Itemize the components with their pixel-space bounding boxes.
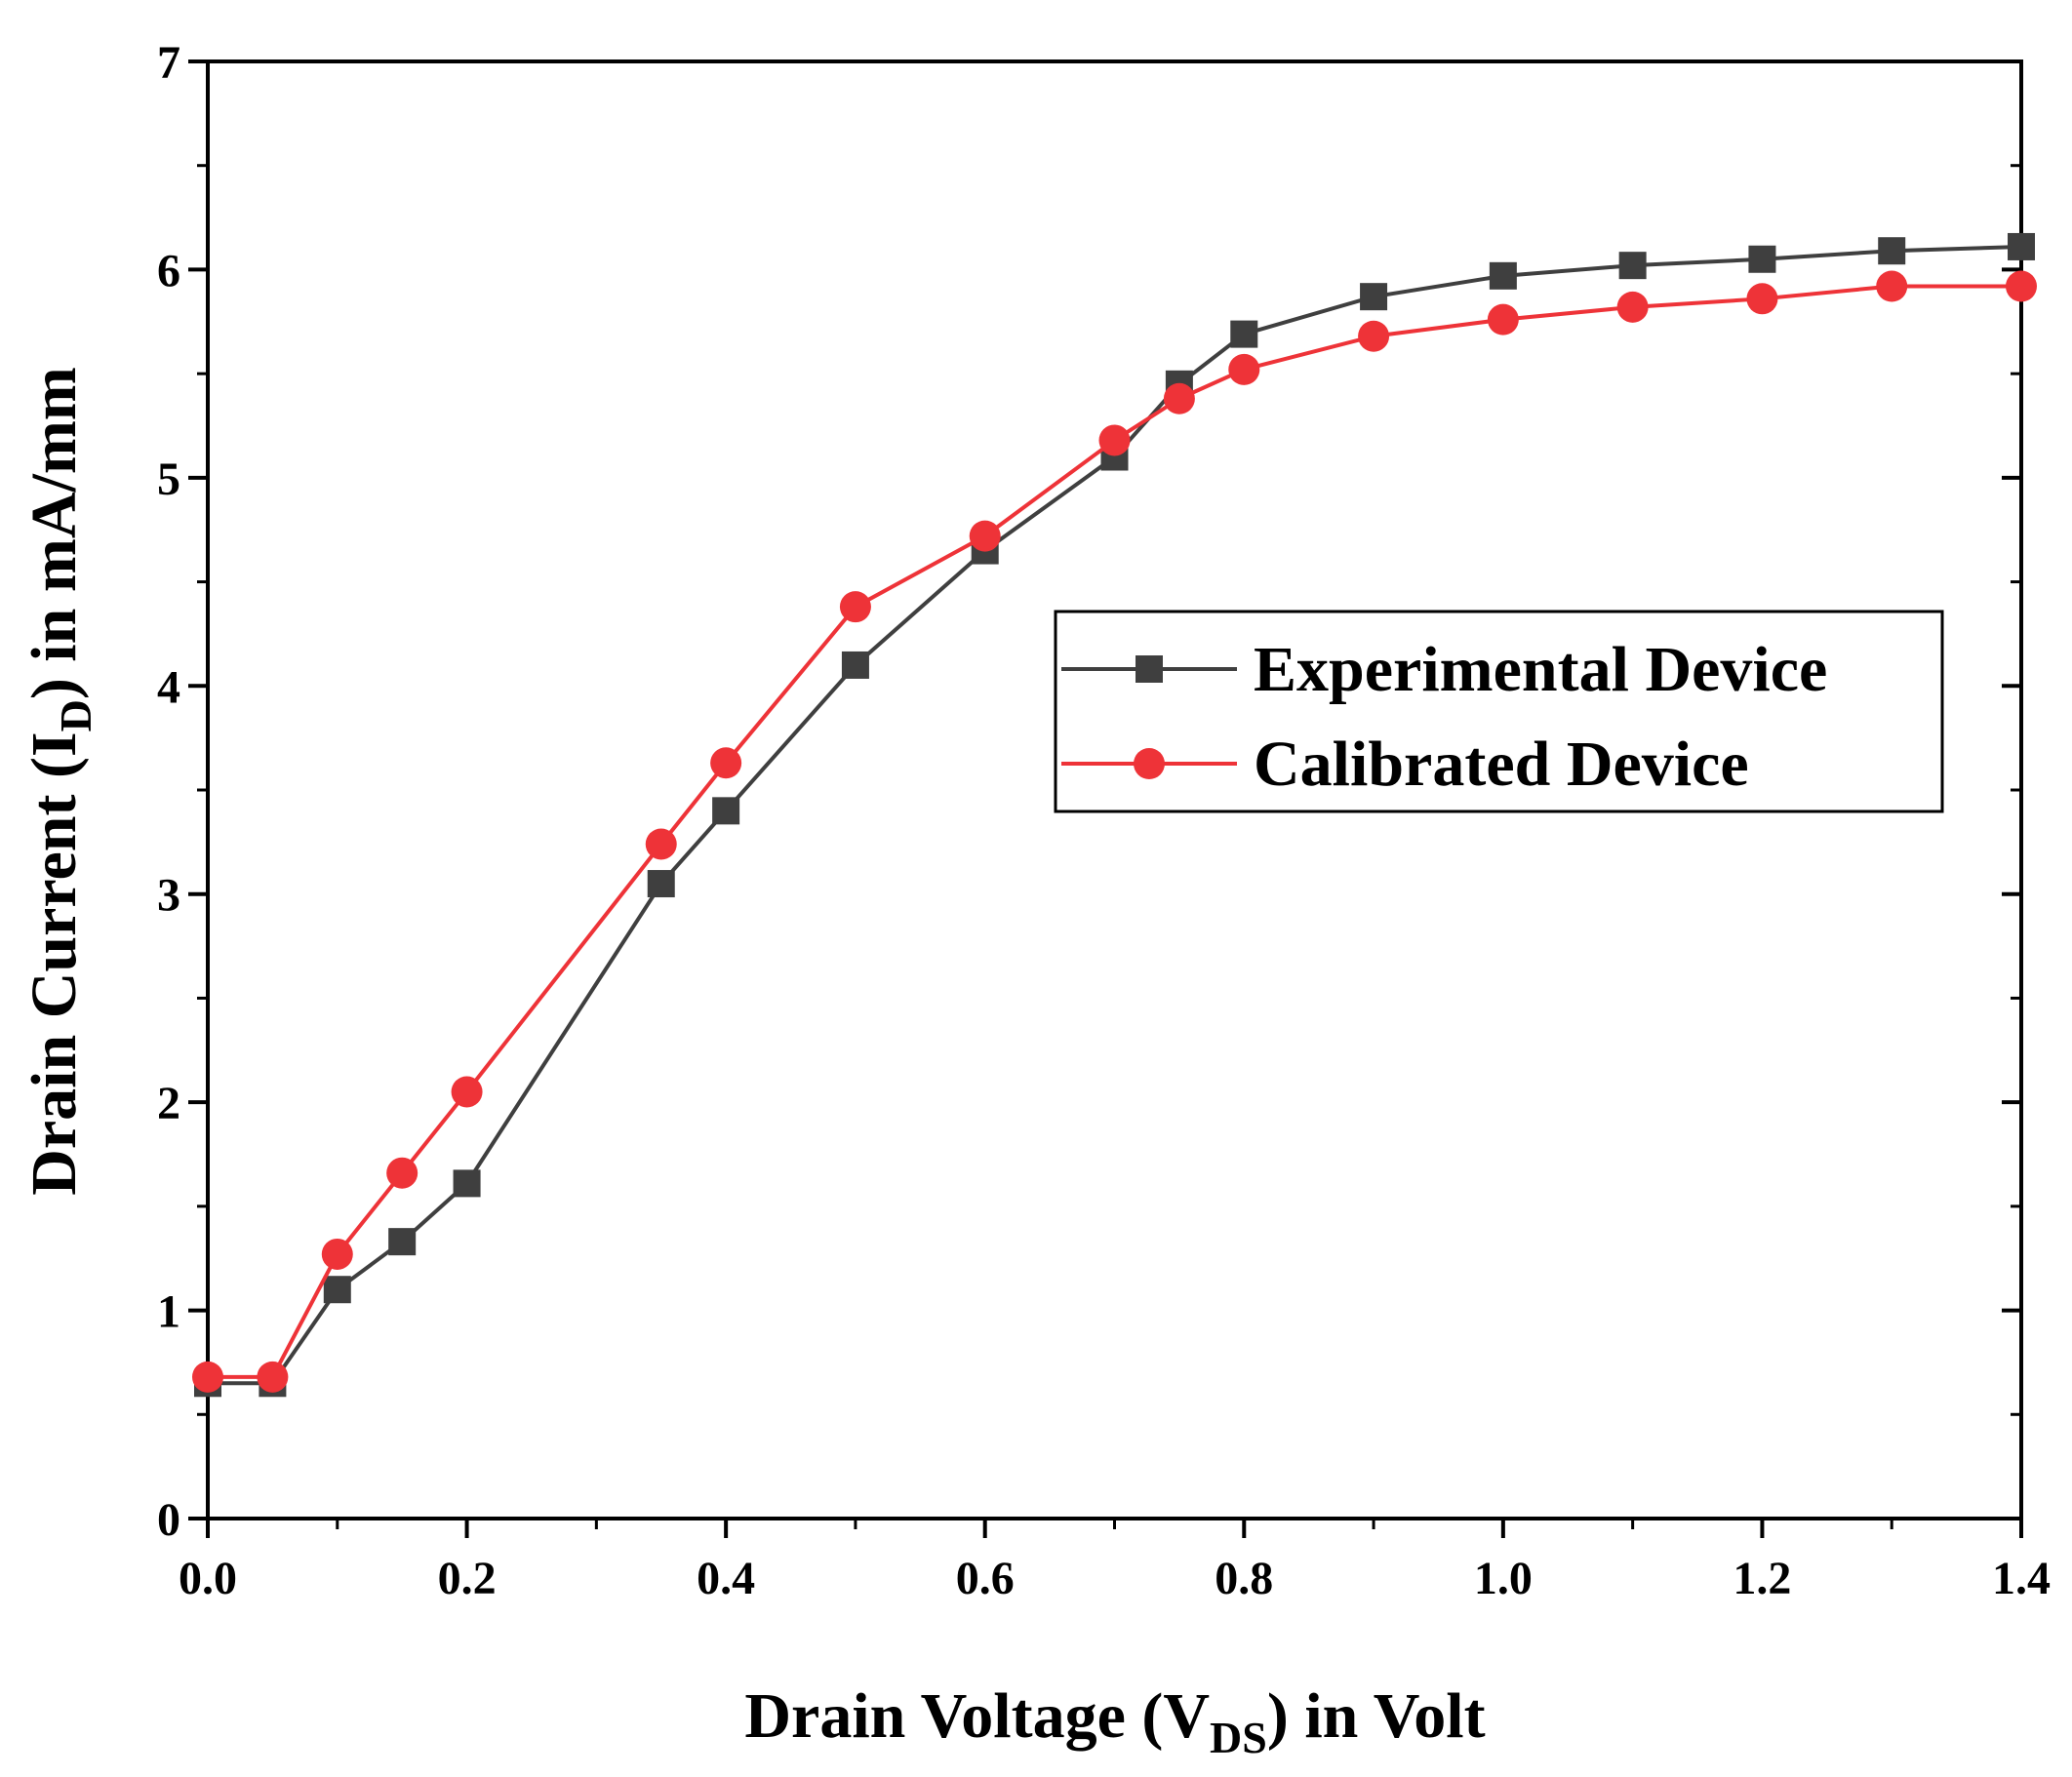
data-point-calibrated	[257, 1361, 289, 1393]
x-axis-title-tail: ) in Volt	[1267, 1680, 1486, 1752]
y-tick-label: 2	[157, 1078, 180, 1129]
y-axis-title-sub: D	[51, 699, 100, 731]
x-tick-label: 0.8	[1215, 1553, 1273, 1604]
data-point-calibrated	[969, 520, 1001, 552]
data-point-calibrated	[386, 1157, 418, 1189]
legend: Experimental Device Calibrated Device	[1054, 610, 1944, 813]
y-tick-label: 3	[157, 870, 180, 922]
data-point-calibrated	[1163, 382, 1195, 415]
data-point-experimental	[388, 1228, 417, 1256]
series-line-experimental	[208, 244, 2022, 1386]
data-point-calibrated	[1616, 291, 1649, 323]
legend-marker-experimental	[1136, 655, 1163, 683]
data-point-calibrated	[321, 1238, 353, 1270]
legend-label-calibrated: Calibrated Device	[1254, 729, 1749, 800]
y-axis-title: Drain Current (ID) in mA/mm	[19, 367, 100, 1196]
data-point-experimental	[1748, 245, 1776, 273]
y-axis-title-tail: ) in mA/mm	[19, 367, 90, 699]
x-tick-label: 0.2	[438, 1553, 497, 1604]
series-line-calibrated	[208, 284, 2021, 1379]
data-point-calibrated	[1746, 283, 1778, 315]
y-axis-title-main: Drain Current (I	[19, 731, 90, 1195]
x-tick-label: 0.6	[956, 1553, 1015, 1604]
data-point-experimental	[2008, 232, 2035, 260]
x-axis-title-main: Drain Voltage (V	[744, 1680, 1210, 1752]
data-point-experimental	[1230, 320, 1258, 348]
x-tick-label: 0.4	[697, 1553, 755, 1604]
data-point-calibrated	[1876, 270, 1908, 302]
x-axis-title-sub: DS	[1210, 1713, 1267, 1762]
legend-label-experimental: Experimental Device	[1254, 634, 1827, 705]
x-tick-label: 1.0	[1474, 1553, 1533, 1604]
x-axis-title: Drain Voltage (VDS) in Volt	[744, 1680, 1485, 1762]
data-point-calibrated	[839, 591, 871, 623]
data-point-experimental	[841, 651, 869, 679]
data-point-experimental	[1489, 261, 1517, 290]
legend-box	[1054, 610, 1944, 813]
data-point-calibrated	[2006, 270, 2037, 302]
series-layer	[192, 232, 2037, 1398]
data-point-calibrated	[1358, 320, 1390, 352]
x-tick-label: 1.4	[1992, 1553, 2051, 1604]
y-axis-ticks: 0 1 2 3 4 5 6 7	[157, 37, 208, 1546]
data-point-experimental	[1618, 252, 1647, 280]
y-tick-label: 4	[157, 661, 180, 713]
data-point-calibrated	[192, 1361, 223, 1393]
legend-marker-calibrated	[1134, 748, 1165, 779]
x-axis-ticks: 0.0 0.2 0.4 0.6 0.8 1.0 1.2 1.4	[179, 1519, 2051, 1604]
x-tick-label: 1.2	[1733, 1553, 1791, 1604]
y-tick-label: 1	[157, 1286, 180, 1338]
series-experimental	[194, 232, 2035, 1398]
data-point-experimental	[647, 870, 675, 898]
x-tick-label: 0.0	[179, 1553, 237, 1604]
data-point-experimental	[712, 797, 740, 825]
data-point-calibrated	[645, 828, 677, 860]
y-tick-label: 5	[157, 454, 180, 505]
data-point-experimental	[323, 1276, 351, 1304]
data-point-calibrated	[451, 1076, 483, 1108]
data-point-experimental	[453, 1169, 481, 1198]
data-point-calibrated	[710, 747, 742, 779]
y-tick-label: 6	[157, 245, 180, 296]
y-tick-label: 7	[157, 37, 180, 89]
data-point-calibrated	[1228, 353, 1260, 385]
data-point-calibrated	[1098, 424, 1131, 456]
data-point-experimental	[1878, 237, 1906, 265]
y-tick-label: 0	[157, 1494, 180, 1546]
series-calibrated	[192, 270, 2037, 1393]
right-axis-ticks	[2002, 164, 2021, 1416]
data-point-experimental	[1360, 283, 1388, 311]
data-point-calibrated	[1487, 303, 1519, 336]
